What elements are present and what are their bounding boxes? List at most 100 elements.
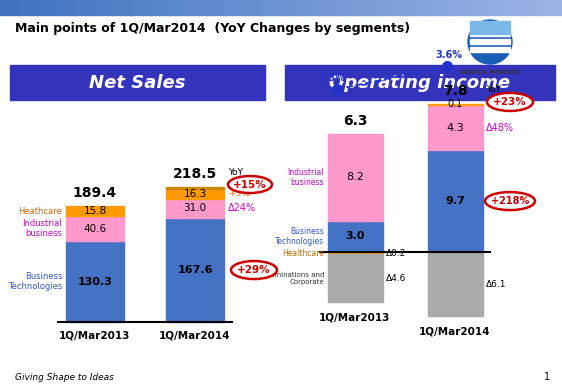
Text: 9.7: 9.7 bbox=[445, 196, 465, 206]
Text: +15%: +15% bbox=[233, 179, 267, 190]
Bar bbox=[66, 216, 124, 241]
Text: Giving Shape to Ideas: Giving Shape to Ideas bbox=[15, 373, 114, 382]
Bar bbox=[487, 0, 507, 15]
Bar bbox=[281, 0, 301, 15]
Bar bbox=[524, 0, 544, 15]
Bar bbox=[206, 0, 226, 15]
Text: 7.8: 7.8 bbox=[443, 84, 468, 98]
Bar bbox=[243, 0, 263, 15]
Bar bbox=[187, 0, 207, 15]
Bar bbox=[468, 0, 488, 15]
Text: KONICA MINOLTA: KONICA MINOLTA bbox=[460, 70, 520, 75]
Bar bbox=[0, 0, 20, 15]
Bar bbox=[319, 0, 338, 15]
Text: 189.4: 189.4 bbox=[73, 186, 117, 200]
Bar bbox=[112, 0, 132, 15]
Text: 4.3: 4.3 bbox=[446, 122, 464, 133]
Text: Operating income: Operating income bbox=[329, 74, 510, 92]
Bar bbox=[300, 0, 319, 15]
Text: 1Q/Mar2014: 1Q/Mar2014 bbox=[159, 330, 231, 340]
Bar bbox=[431, 0, 451, 15]
Text: Δ4.6: Δ4.6 bbox=[386, 274, 406, 283]
Bar bbox=[56, 0, 76, 15]
Bar bbox=[166, 199, 224, 218]
Text: Δ6.1: Δ6.1 bbox=[486, 280, 506, 289]
Bar bbox=[428, 105, 483, 150]
Text: 0.1: 0.1 bbox=[447, 99, 463, 110]
Text: 31.0: 31.0 bbox=[183, 204, 207, 213]
Text: +23%: +23% bbox=[493, 97, 527, 107]
Bar bbox=[470, 39, 510, 44]
Text: 8.2: 8.2 bbox=[346, 172, 364, 183]
Bar bbox=[10, 65, 265, 100]
Text: Business
Technologies: Business Technologies bbox=[8, 272, 62, 291]
Bar bbox=[166, 218, 224, 322]
Text: Business
Technologies: Business Technologies bbox=[275, 227, 324, 246]
Bar bbox=[75, 0, 94, 15]
Text: 40.6: 40.6 bbox=[83, 223, 107, 234]
Bar bbox=[375, 0, 395, 15]
Bar bbox=[150, 0, 170, 15]
Text: 15.8: 15.8 bbox=[83, 206, 107, 216]
Text: 1Q/Mar2013: 1Q/Mar2013 bbox=[60, 330, 131, 340]
Text: 16.3: 16.3 bbox=[183, 189, 207, 199]
Bar bbox=[225, 0, 244, 15]
Text: YoY: YoY bbox=[486, 85, 501, 94]
Ellipse shape bbox=[485, 192, 535, 210]
Bar bbox=[19, 0, 38, 15]
Text: Eliminations and
Corporate: Eliminations and Corporate bbox=[266, 272, 324, 285]
Text: 218.5: 218.5 bbox=[173, 167, 217, 181]
Bar bbox=[66, 241, 124, 322]
Text: Δ24%: Δ24% bbox=[228, 204, 256, 213]
Text: Δ48%: Δ48% bbox=[486, 122, 514, 133]
Bar bbox=[470, 47, 510, 52]
Text: 167.6: 167.6 bbox=[177, 265, 213, 275]
Bar bbox=[428, 150, 483, 252]
Text: 3.6%: 3.6% bbox=[436, 50, 463, 60]
Bar bbox=[262, 0, 282, 15]
Bar bbox=[412, 0, 432, 15]
Bar bbox=[328, 254, 383, 302]
Bar bbox=[94, 0, 114, 15]
Bar bbox=[328, 135, 383, 220]
Bar bbox=[428, 252, 483, 316]
Bar bbox=[38, 0, 57, 15]
Text: +3%: +3% bbox=[228, 189, 250, 199]
Bar bbox=[543, 0, 562, 15]
Bar bbox=[428, 104, 483, 105]
Bar bbox=[166, 186, 224, 189]
Circle shape bbox=[468, 20, 512, 64]
Bar bbox=[328, 252, 383, 254]
Text: Healthcare: Healthcare bbox=[282, 248, 324, 257]
Bar bbox=[337, 0, 357, 15]
Text: 6.3: 6.3 bbox=[343, 114, 367, 128]
Text: Main points of 1Q/Mar2014  (YoY Changes by segments): Main points of 1Q/Mar2014 (YoY Changes b… bbox=[15, 22, 410, 35]
Text: Δ0.2: Δ0.2 bbox=[386, 248, 406, 257]
Bar bbox=[166, 189, 224, 199]
Text: 130.3: 130.3 bbox=[78, 277, 112, 287]
Text: Industrial
business: Industrial business bbox=[288, 168, 324, 187]
Bar bbox=[450, 0, 469, 15]
Bar bbox=[393, 0, 413, 15]
Bar bbox=[328, 220, 383, 252]
Bar bbox=[356, 0, 375, 15]
Text: Heathcare: Heathcare bbox=[18, 207, 62, 216]
Bar bbox=[131, 0, 151, 15]
Ellipse shape bbox=[231, 261, 277, 279]
Text: Net Sales: Net Sales bbox=[89, 74, 185, 92]
Text: 1Q/Mar2013: 1Q/Mar2013 bbox=[319, 312, 391, 323]
Text: Industrial
business: Industrial business bbox=[22, 219, 62, 238]
Text: +29%: +29% bbox=[237, 265, 271, 275]
Bar bbox=[470, 21, 510, 34]
Text: YoY: YoY bbox=[228, 168, 243, 177]
Text: 1: 1 bbox=[544, 372, 550, 382]
Text: +218%: +218% bbox=[491, 196, 529, 206]
Ellipse shape bbox=[487, 93, 533, 111]
Text: 1Q/Mar2014: 1Q/Mar2014 bbox=[419, 326, 491, 336]
Text: 3.3%: 3.3% bbox=[319, 73, 346, 83]
Ellipse shape bbox=[228, 176, 272, 193]
Bar bbox=[169, 0, 188, 15]
Bar bbox=[470, 31, 510, 36]
Bar bbox=[506, 0, 525, 15]
Bar bbox=[285, 65, 555, 100]
